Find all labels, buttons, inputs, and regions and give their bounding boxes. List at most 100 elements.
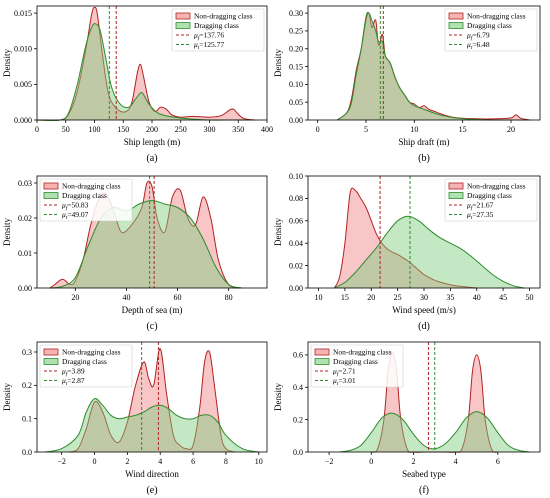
y-tick-label: 0.00 — [18, 284, 32, 293]
legend-label: Dragging class — [333, 357, 378, 366]
x-tick-label: 45 — [499, 293, 507, 302]
y-tick-label: 0.4 — [293, 383, 303, 392]
x-tick-label: 100 — [89, 125, 101, 134]
legend-swatch-dragging — [43, 358, 59, 365]
panel-caption: (d) — [418, 321, 430, 332]
x-tick-label: −2 — [57, 457, 66, 466]
x-tick-label: 35 — [446, 293, 454, 302]
legend-swatch-dragging — [314, 358, 330, 365]
x-tick-label: 4 — [454, 457, 458, 466]
legend-swatch-non-dragging — [448, 12, 464, 20]
y-tick-label: 0.30 — [289, 9, 303, 18]
plot-frame — [36, 341, 268, 453]
y-tick-label: 0.25 — [289, 27, 303, 36]
x-axis-label: Depth of sea (m) — [122, 305, 183, 315]
y-tick-label: 0.2 — [293, 415, 303, 424]
y-tick-label: 0.2 — [22, 381, 32, 390]
legend-label: μt=3.01 — [333, 376, 356, 387]
legend-label: Dragging class — [467, 21, 512, 30]
legend-box — [171, 8, 265, 52]
legend-swatch-dragging — [448, 192, 464, 199]
density-area-dragging — [337, 12, 531, 121]
plot-frame — [307, 5, 541, 121]
x-tick-label: 40 — [473, 293, 481, 302]
y-tick-label: 0.03 — [18, 179, 32, 188]
x-axis-label: Seabed type — [402, 469, 446, 479]
legend-label: μt=49.07 — [62, 210, 89, 221]
legend-box — [39, 178, 133, 222]
plot-frame — [36, 175, 268, 289]
panel-caption: (f) — [419, 485, 429, 496]
y-tick-label: 0.0 — [22, 448, 32, 457]
y-tick-label: 0.10 — [289, 80, 303, 89]
legend-label: μf=50.83 — [62, 201, 89, 212]
density-area-dragging — [339, 411, 530, 452]
x-tick-label: 5 — [364, 125, 368, 134]
y-tick-label: 0.00 — [289, 284, 303, 293]
legend-box — [444, 178, 538, 222]
y-axis-label: Density — [273, 383, 283, 411]
y-tick-label: 0.0 — [293, 448, 303, 457]
chart-panel-5: −2 0 2 4 6 8 10 0.0 0.1 0.2 0.3 Wind direction Densi… — [2, 341, 268, 496]
x-tick-label: 20 — [71, 293, 79, 302]
x-axis-label: Ship length (m) — [124, 137, 181, 147]
y-axis-label: Density — [2, 383, 12, 411]
legend-label: μt=2.87 — [62, 376, 85, 387]
y-axis-label: Density — [273, 49, 283, 77]
x-tick-label: 250 — [175, 125, 187, 134]
legend-swatch-dragging — [43, 192, 59, 199]
x-tick-label: 300 — [204, 125, 216, 134]
y-tick-label: 0.15 — [289, 62, 303, 71]
x-tick-label: 20 — [367, 293, 375, 302]
x-tick-label: 40 — [122, 293, 130, 302]
x-tick-label: 400 — [261, 125, 273, 134]
y-tick-label: 0.02 — [18, 214, 32, 223]
y-tick-label: 0.20 — [289, 45, 303, 54]
y-tick-label: 0.05 — [289, 98, 303, 107]
y-tick-label: 0.000 — [14, 116, 32, 125]
density-area-non-dragging — [69, 348, 235, 452]
density-line-dragging — [336, 11, 531, 121]
legend-swatch-non-dragging — [175, 12, 191, 20]
x-axis-label: Wind speed (m/s) — [392, 305, 456, 315]
y-tick-label: 0.08 — [289, 194, 303, 203]
x-tick-label: 2 — [411, 457, 415, 466]
plot-frame — [307, 341, 541, 453]
y-tick-label: 0.6 — [293, 351, 303, 360]
density-line-non-dragging — [36, 6, 256, 121]
density-line-non-dragging — [49, 180, 242, 289]
x-tick-label: 15 — [341, 293, 349, 302]
legend-swatch-non-dragging — [43, 348, 59, 356]
x-tick-label: 50 — [525, 293, 533, 302]
density-line-dragging — [334, 215, 525, 289]
density-line-non-dragging — [333, 187, 477, 289]
legend-label: Non-dragging class — [194, 12, 253, 21]
panel-caption: (c) — [146, 321, 157, 332]
x-tick-label: 0 — [369, 457, 373, 466]
legend-label: Non-dragging class — [467, 182, 526, 191]
x-axis-label: Wind direction — [125, 469, 179, 479]
legend-swatch-dragging — [175, 22, 191, 29]
legend-label: Non-dragging class — [467, 12, 526, 21]
x-tick-label: 6 — [191, 457, 195, 466]
y-tick-label: 0.06 — [289, 217, 303, 226]
panel-caption: (a) — [146, 153, 157, 164]
y-tick-label: 0.005 — [14, 80, 32, 89]
chart-panel-3: 20 40 60 80 0.00 0.01 0.02 0.03 Depth of sea (m)… — [2, 175, 268, 332]
x-tick-label: 30 — [420, 293, 428, 302]
density-area-non-dragging — [334, 187, 477, 288]
legend-label: μf=137.76 — [194, 31, 224, 42]
y-tick-label: 0.00 — [289, 116, 303, 125]
density-line-dragging — [49, 199, 242, 289]
legend-label: Non-dragging class — [333, 348, 392, 357]
density-area-non-dragging — [37, 7, 256, 121]
legend-box — [310, 344, 404, 388]
legend-label: μf=3.89 — [62, 367, 85, 378]
y-tick-label: 0.015 — [14, 9, 32, 18]
chart-panel-2: 0 5 10 15 20 0.00 0.05 0.10 0.15 0.20 0.25 0.30 Ship… — [273, 5, 541, 164]
